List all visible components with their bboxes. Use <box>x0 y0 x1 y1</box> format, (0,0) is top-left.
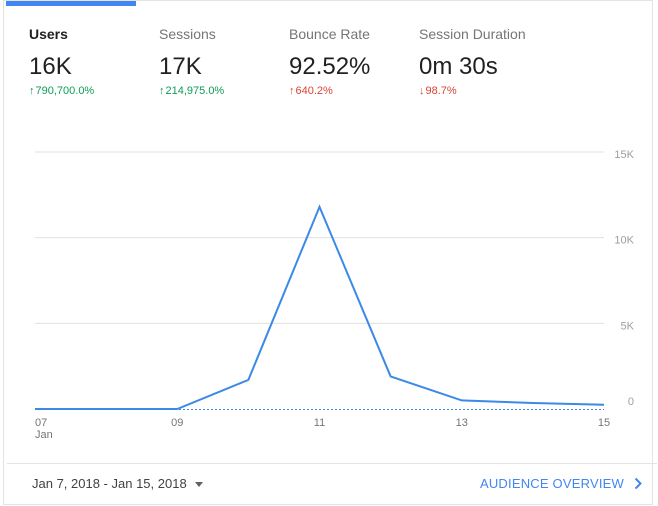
metric-tab-bounce-rate[interactable]: Bounce Rate 92.52% ↑640.2% <box>289 1 419 121</box>
arrow-up-icon: ↑ <box>289 85 295 97</box>
card-footer: Jan 7, 2018 - Jan 15, 2018 AUDIENCE OVER… <box>7 463 657 506</box>
active-metric-indicator <box>6 1 136 6</box>
x-tick-label: 09 <box>171 417 183 429</box>
audience-overview-label: AUDIENCE OVERVIEW <box>479 476 624 491</box>
y-tick-label: 15K <box>614 149 634 161</box>
series-line <box>35 204 605 410</box>
metric-label: Session Duration <box>419 26 526 42</box>
metric-change-text: 640.2% <box>295 85 333 97</box>
y-tick-label: 10K <box>614 235 634 247</box>
date-range-selector[interactable]: Jan 7, 2018 - Jan 15, 2018 <box>32 476 203 491</box>
metric-tab-sessions[interactable]: Sessions 17K ↑214,975.0% <box>159 1 289 121</box>
metric-change: ↑214,975.0% <box>159 85 224 97</box>
metric-tab-session-duration[interactable]: Session Duration 0m 30s ↓98.7% <box>419 1 549 121</box>
x-tick-label: 07 <box>35 417 47 429</box>
metric-change-text: 98.7% <box>425 85 457 97</box>
date-range-text: Jan 7, 2018 - Jan 15, 2018 <box>32 476 187 491</box>
audience-overview-link[interactable]: AUDIENCE OVERVIEW <box>480 476 642 493</box>
metric-value: 16K <box>29 53 72 80</box>
metric-change-text: 214,975.0% <box>165 85 225 97</box>
metric-change: ↓98.7% <box>419 85 457 97</box>
x-tick-label: 15 <box>598 417 610 429</box>
chevron-right-icon <box>634 477 642 493</box>
analytics-card: Users 16K ↑790,700.0% Sessions 17K ↑214,… <box>3 0 657 505</box>
metric-value: 92.52% <box>289 53 371 80</box>
arrow-up-icon: ↑ <box>29 85 35 97</box>
y-tick-label: 0 <box>628 396 634 408</box>
metric-label: Users <box>29 26 68 42</box>
metric-change: ↑790,700.0% <box>29 85 94 97</box>
metric-label: Bounce Rate <box>289 26 370 42</box>
x-tick-label: 11 <box>314 417 325 429</box>
x-tick-label: 13 <box>456 417 468 429</box>
metric-change-text: 790,700.0% <box>35 85 95 97</box>
caret-down-icon <box>194 482 203 488</box>
arrow-down-icon: ↓ <box>419 85 425 97</box>
y-tick-label: 5K <box>621 320 635 332</box>
metric-label: Sessions <box>159 26 216 42</box>
metric-value: 17K <box>159 53 202 80</box>
x-tick-sublabel: Jan <box>35 429 53 441</box>
metric-change: ↑640.2% <box>289 85 333 97</box>
metric-tab-users[interactable]: Users 16K ↑790,700.0% <box>29 1 159 121</box>
arrow-up-icon: ↑ <box>159 85 165 97</box>
metric-value: 0m 30s <box>419 53 498 80</box>
